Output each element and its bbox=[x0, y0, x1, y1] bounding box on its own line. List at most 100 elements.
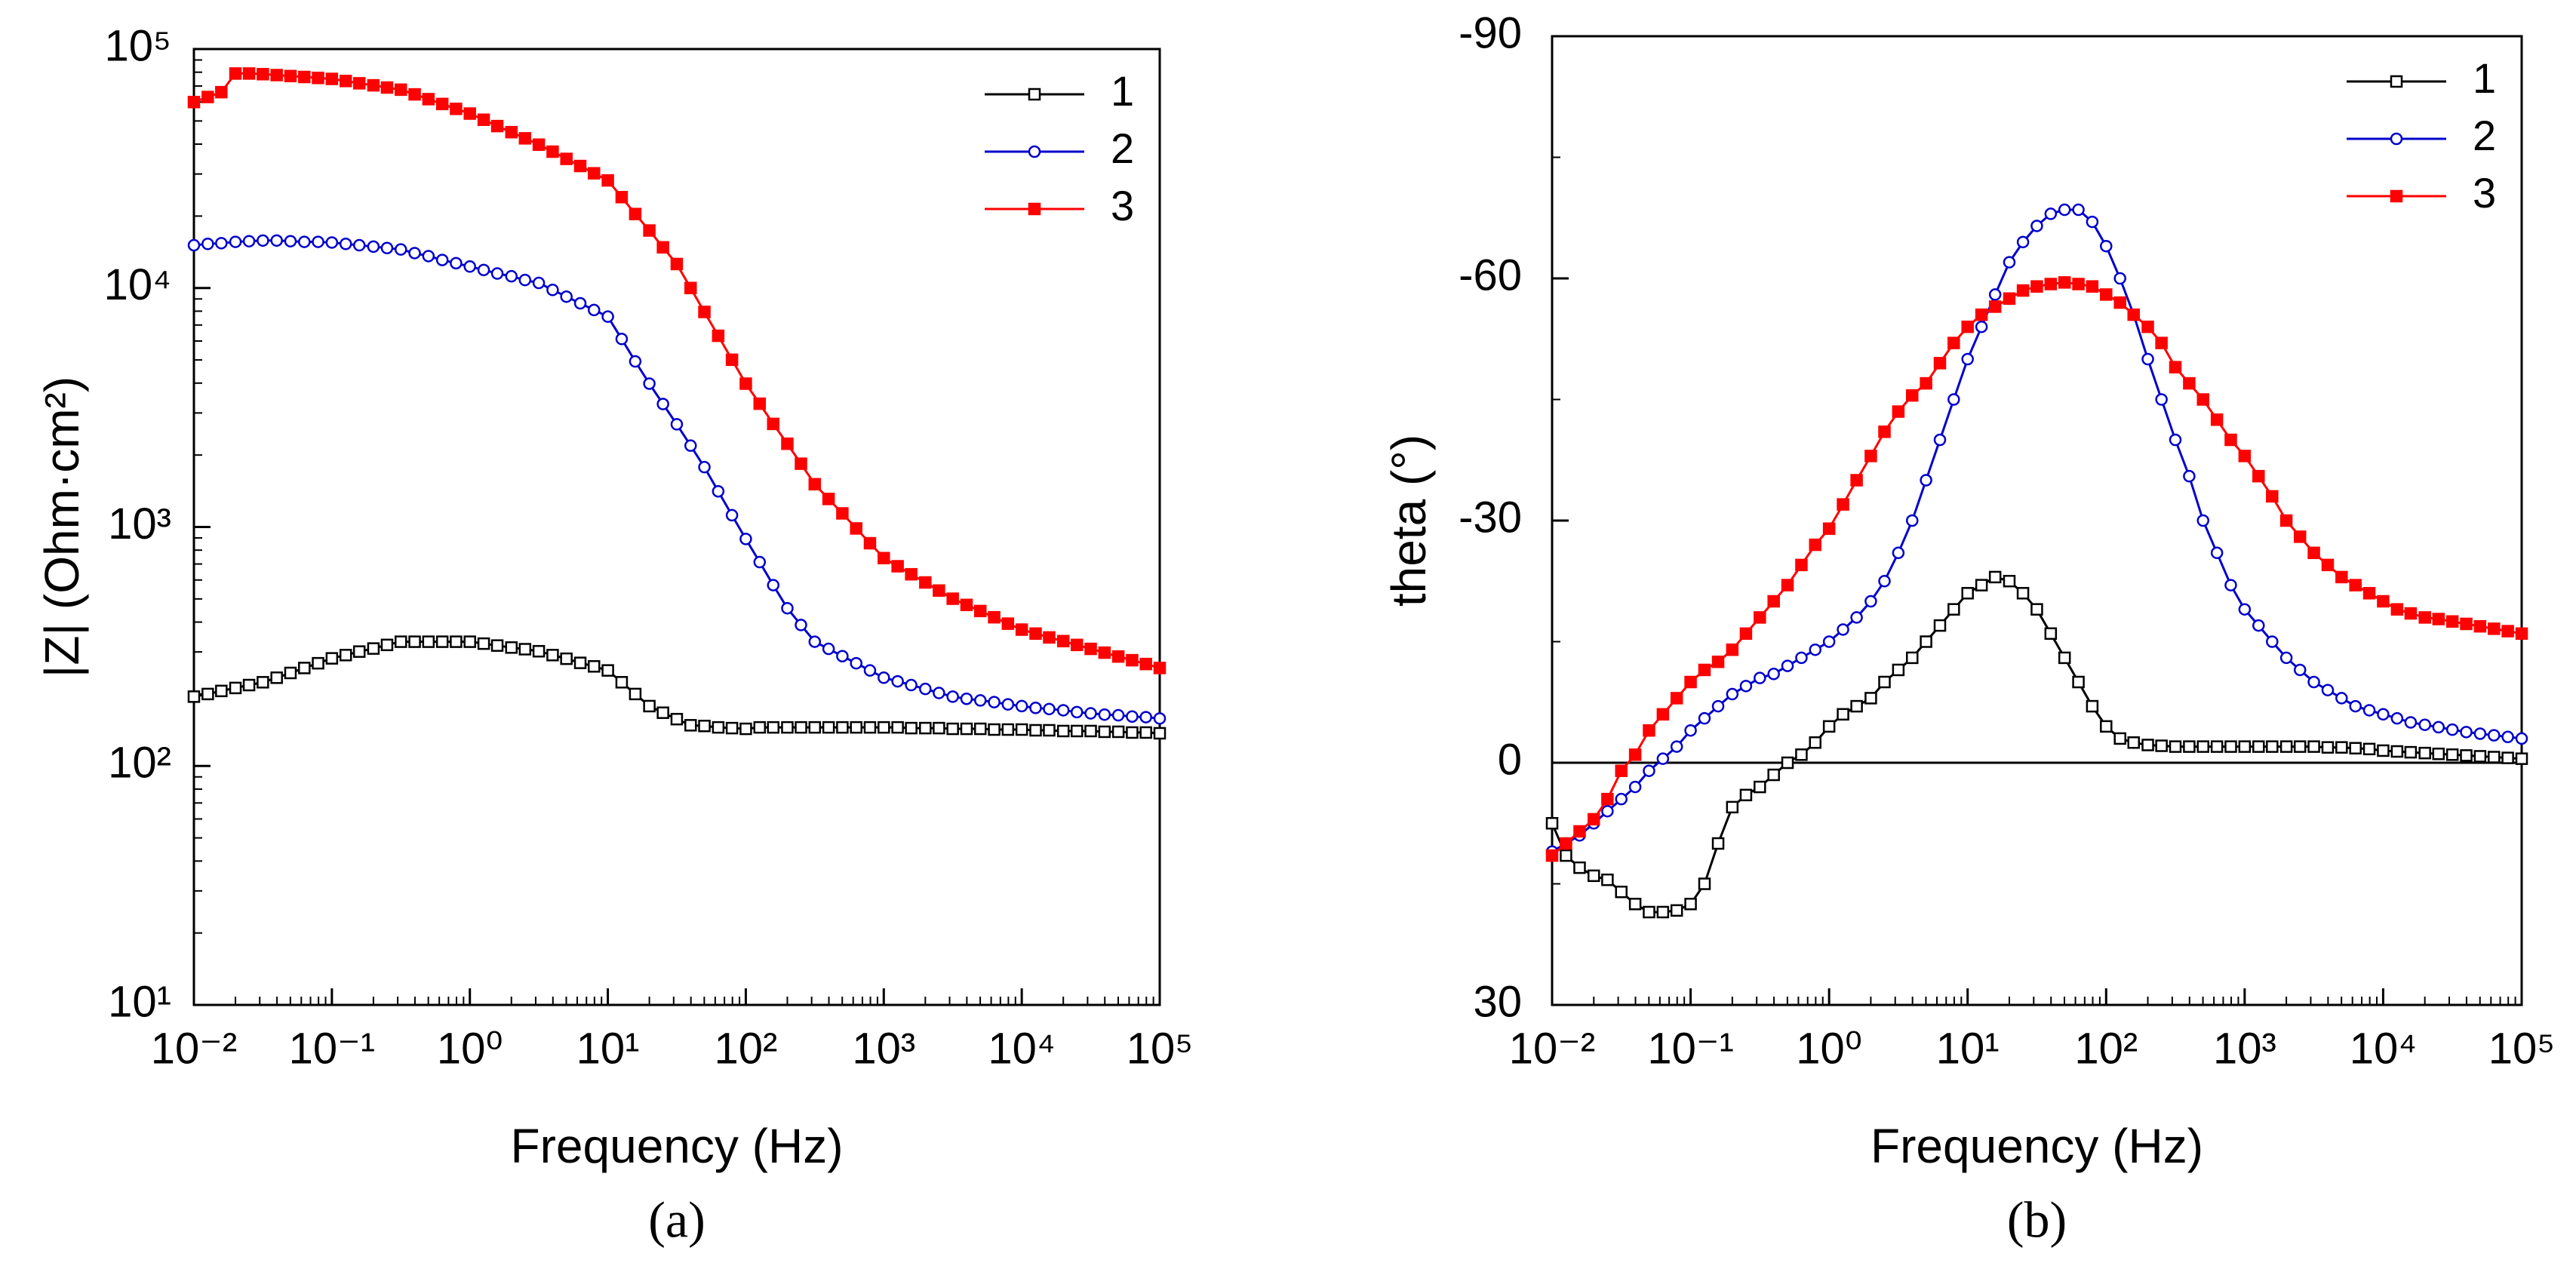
data-point bbox=[298, 235, 311, 248]
y-axis-title: theta (°) bbox=[1382, 435, 1436, 607]
data-point bbox=[2210, 413, 2224, 426]
data-point bbox=[2100, 239, 2113, 253]
x-tick-label: 10² bbox=[2074, 1024, 2138, 1073]
data-point bbox=[2404, 745, 2418, 759]
data-point bbox=[1864, 595, 1877, 608]
data-point bbox=[2501, 730, 2514, 744]
data-point bbox=[1754, 671, 1766, 684]
data-point bbox=[2445, 615, 2459, 628]
data-point bbox=[1070, 724, 1084, 738]
data-point bbox=[643, 224, 656, 237]
data-point bbox=[2307, 546, 2320, 560]
data-point bbox=[2488, 729, 2501, 742]
data-point bbox=[422, 250, 435, 263]
data-point bbox=[1043, 702, 1056, 716]
data-point bbox=[2072, 278, 2085, 290]
data-point bbox=[201, 237, 214, 250]
data-point bbox=[739, 533, 752, 545]
data-point bbox=[380, 241, 394, 255]
data-point bbox=[1656, 708, 1670, 721]
legend-marker bbox=[2390, 189, 2403, 203]
data-point bbox=[546, 649, 559, 662]
data-point bbox=[1726, 643, 1739, 656]
data-point bbox=[643, 377, 656, 390]
data-point bbox=[2044, 627, 2058, 641]
data-point bbox=[601, 310, 614, 323]
data-point bbox=[490, 639, 504, 652]
data-point bbox=[2183, 740, 2196, 753]
data-point bbox=[643, 699, 656, 713]
data-point bbox=[1098, 708, 1111, 721]
data-point bbox=[1084, 724, 1097, 738]
data-point bbox=[601, 664, 614, 677]
data-point bbox=[394, 83, 407, 97]
x-tick-label: 10¹ bbox=[1936, 1024, 2000, 1073]
x-tick-label: 10⁴ bbox=[2350, 1024, 2417, 1073]
data-point bbox=[2335, 741, 2348, 754]
data-point bbox=[2279, 514, 2293, 527]
data-point bbox=[1056, 724, 1070, 738]
data-point bbox=[1615, 792, 1628, 806]
data-point bbox=[2362, 587, 2376, 600]
data-point bbox=[1781, 756, 1794, 770]
series-line bbox=[1551, 281, 2522, 857]
data-point bbox=[1726, 800, 1739, 814]
data-point bbox=[656, 398, 669, 410]
panel-label: (a) bbox=[648, 1191, 705, 1249]
data-point bbox=[2390, 745, 2404, 758]
data-point bbox=[1098, 725, 1111, 739]
data-point bbox=[2418, 718, 2431, 731]
data-point bbox=[2488, 751, 2501, 764]
data-point bbox=[573, 296, 587, 310]
data-point bbox=[1126, 653, 1139, 667]
data-point bbox=[1795, 651, 1808, 665]
data-point bbox=[725, 508, 739, 522]
x-tick-label: 10⁴ bbox=[988, 1024, 1055, 1073]
data-point bbox=[795, 619, 807, 631]
data-point bbox=[1933, 357, 1947, 370]
data-point bbox=[2086, 215, 2099, 229]
data-point bbox=[518, 273, 532, 287]
data-point bbox=[1628, 898, 1642, 911]
data-point bbox=[1656, 905, 1670, 919]
data-point bbox=[974, 694, 987, 707]
data-point bbox=[1029, 627, 1042, 641]
data-point bbox=[229, 235, 242, 248]
data-point bbox=[1822, 720, 1836, 733]
data-point bbox=[367, 78, 380, 92]
data-point bbox=[394, 635, 407, 648]
x-tick-label: 10⁻² bbox=[1509, 1024, 1595, 1073]
data-point bbox=[822, 720, 835, 734]
data-point bbox=[960, 598, 973, 612]
x-tick-label: 10⁻² bbox=[151, 1024, 237, 1073]
legend-label: 2 bbox=[1111, 124, 1134, 172]
data-point bbox=[905, 721, 918, 735]
data-point bbox=[2058, 203, 2071, 217]
data-point bbox=[2418, 611, 2431, 624]
x-tick-label: 10⁰ bbox=[1796, 1024, 1862, 1073]
data-point bbox=[1906, 651, 1919, 665]
data-point bbox=[1601, 873, 1614, 886]
data-point bbox=[822, 493, 835, 505]
data-point bbox=[505, 641, 518, 654]
data-point bbox=[560, 290, 573, 303]
data-point bbox=[284, 666, 297, 680]
data-point bbox=[1615, 764, 1628, 777]
data-point bbox=[505, 125, 518, 139]
data-point bbox=[1545, 817, 1559, 830]
data-point bbox=[1056, 634, 1070, 648]
legend-label: 3 bbox=[1111, 182, 1134, 229]
legend-marker bbox=[1028, 145, 1041, 158]
data-point bbox=[435, 97, 449, 111]
series-line bbox=[1551, 576, 2522, 914]
data-point bbox=[863, 664, 877, 677]
data-point bbox=[795, 720, 807, 734]
data-point bbox=[2100, 288, 2113, 301]
data-point bbox=[229, 67, 242, 80]
data-point bbox=[284, 69, 297, 83]
data-point bbox=[601, 174, 614, 187]
data-point bbox=[919, 576, 932, 589]
data-point bbox=[380, 638, 394, 652]
data-point bbox=[1084, 642, 1097, 656]
data-point bbox=[298, 70, 311, 84]
